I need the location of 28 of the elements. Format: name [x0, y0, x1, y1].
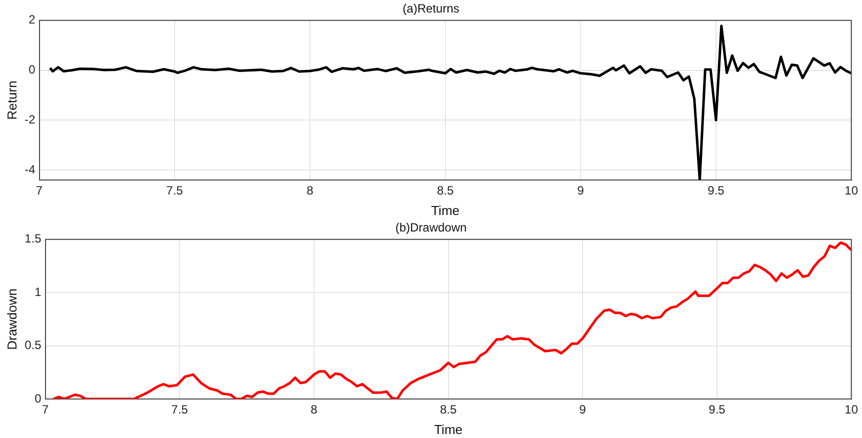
y-tick-label: -4 — [24, 162, 36, 176]
x-tick-label: 9 — [577, 184, 584, 198]
x-tick-label: 8 — [306, 184, 314, 198]
x-tick-label: 10 — [844, 184, 858, 198]
x-tick-label: 8.5 — [440, 402, 457, 417]
x-tick-label: 8 — [310, 402, 318, 417]
chart-title: (a)Returns — [402, 2, 460, 16]
y-axis-title: Return — [4, 80, 20, 120]
x-tick-label: 7 — [36, 184, 43, 198]
y-tick-label: 1 — [34, 284, 42, 299]
y-axis-title: Drawdown — [4, 288, 20, 350]
x-axis-title: Time — [431, 202, 460, 218]
y-tick-label: -2 — [24, 112, 36, 126]
y-tick-label: 1.5 — [24, 232, 42, 246]
x-tick-label: 7.5 — [166, 184, 184, 198]
y-tick-label: 0.5 — [24, 338, 42, 352]
chart-title: (b)Drawdown — [395, 220, 467, 235]
x-tick-label: 9.5 — [708, 402, 726, 417]
x-tick-label: 9 — [579, 402, 586, 417]
y-tick-label: 0 — [34, 391, 42, 406]
x-tick-label: 10 — [844, 402, 858, 417]
y-tick-label: 0 — [28, 62, 36, 77]
x-tick-label: 9.5 — [708, 184, 725, 198]
y-tick-label: 2 — [28, 12, 36, 27]
x-tick-label: 8.5 — [436, 184, 454, 198]
x-tick-label: 7 — [42, 402, 49, 417]
x-axis-title: Time — [434, 422, 463, 437]
x-tick-label: 7.5 — [171, 402, 188, 417]
